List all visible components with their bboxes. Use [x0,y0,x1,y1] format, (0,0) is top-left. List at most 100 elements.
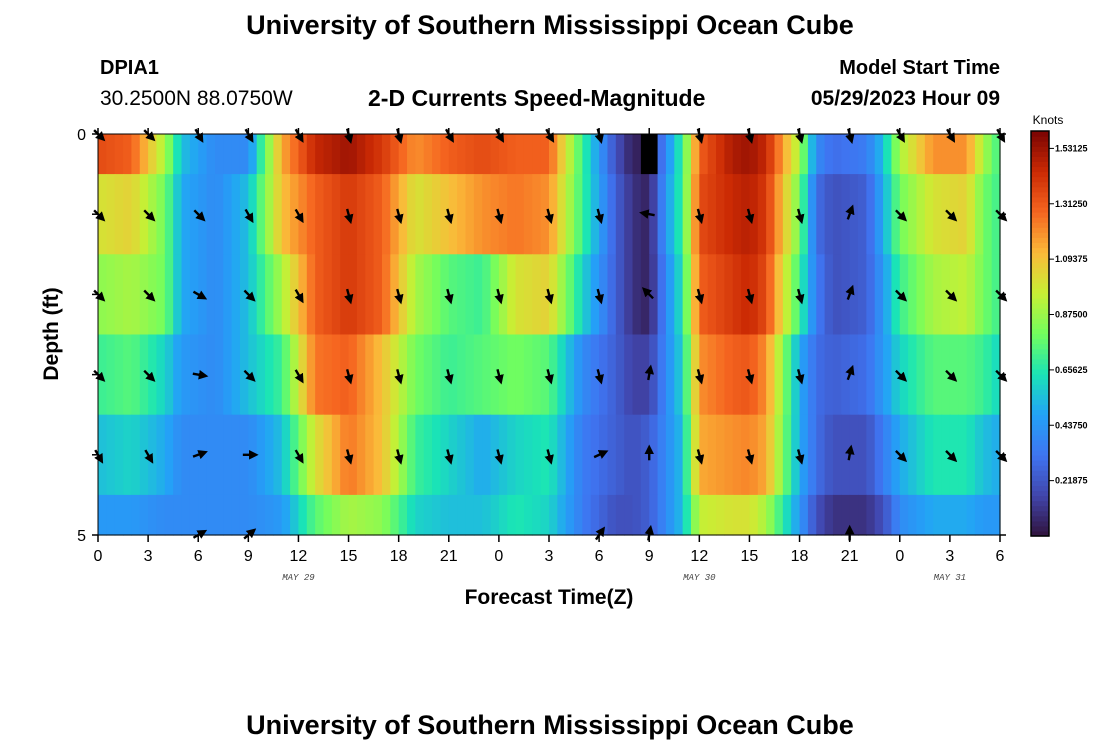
heatmap-cell [699,414,709,496]
heatmap-cell [891,414,901,496]
colorbar-segment [1031,131,1049,137]
heatmap-cell [958,414,968,496]
heatmap-cell [699,334,709,416]
heatmap-cell [716,334,725,416]
colorbar-frame [1030,130,1050,537]
heatmap-cell [256,334,266,416]
heatmap-cell [265,494,274,536]
heatmap-cell [123,174,133,255]
colorbar-segment [1031,333,1049,340]
heatmap-cell [565,174,575,255]
heatmap-cell [557,254,567,336]
heatmap-cell [381,174,391,255]
heatmap-cell [574,174,584,255]
heatmap-cell [114,494,124,536]
heatmap-cell [423,414,433,496]
heatmap-cell [841,494,851,536]
heatmap-cell [323,414,333,496]
heatmap-cell [615,134,625,175]
heatmap-cell [373,414,383,496]
heatmap-cell [883,414,893,496]
heatmap-cell [356,494,366,536]
heatmap-cell [974,174,984,255]
heatmap-cell [883,494,893,536]
heatmap-cell [231,134,241,175]
heatmap-cell [974,254,984,336]
heatmap-cell [749,334,759,416]
heatmap-cell [239,174,249,255]
heatmap-cell [933,134,943,175]
heatmap-cell [448,174,458,255]
heatmap-cell [331,414,341,496]
heatmap-cell [732,134,742,175]
x-tick-label: 3 [545,548,554,565]
colorbar-segment [1031,495,1049,502]
current-vector-arrow [444,368,454,385]
heatmap-cell [214,254,224,336]
heatmap-cell [665,254,675,336]
heatmap-cell [223,414,233,496]
current-vector-arrow [694,288,705,305]
heatmap-cell [123,254,133,336]
heatmap-cell [799,414,809,496]
heatmap-cell [916,174,926,255]
heatmap-cell [356,254,366,336]
heatmap-cell [306,414,316,496]
heatmap-cell [348,254,358,336]
heatmap-cell [933,174,943,255]
current-vector-arrow [544,208,554,225]
current-vector-arrow [344,208,354,225]
heatmap-cell [632,254,642,336]
heatmap-cell [273,254,283,336]
heatmap-cell [223,494,233,536]
heatmap-cell [365,414,375,496]
heatmap-cell [407,134,416,175]
heatmap-cell [131,494,141,536]
current-vector-arrow [544,449,554,465]
current-vector-arrow [344,368,354,385]
heatmap-cell [991,334,1001,416]
colorbar-segment [1031,328,1049,335]
heatmap-cell [532,174,542,255]
colorbar-segment [1031,217,1049,223]
current-vector-arrow [294,208,304,224]
heatmap-cell [958,174,968,255]
heatmap-cell [866,334,876,416]
heatmap-cell [173,414,183,496]
heatmap-cell [398,494,408,536]
heatmap-cell [724,134,734,175]
heatmap-cell [106,334,116,416]
heatmap-cell [523,254,533,336]
heatmap-cell [983,174,993,255]
heatmap-cell [498,254,508,336]
current-vector-arrow [895,450,908,463]
heatmap-cell [549,414,558,496]
heatmap-cell [114,414,124,496]
heatmap-cell [832,494,842,536]
heatmap-cell [239,134,249,175]
heatmap-cell [457,254,467,336]
heatmap-cell [164,334,174,416]
heatmap-cell [549,494,558,536]
heatmap-cell [290,134,300,175]
heatmap-cell [139,254,149,336]
heatmap-cell [223,174,233,255]
heatmap-cell [741,494,751,536]
heatmap-cell [774,334,784,416]
heatmap-cell [707,134,717,175]
axes: 0 3 6 9 12 15 18 21 0 3 6 9 12 15 18 21 0 3 6 MAY 29 MAY 30 M… [77,127,1006,583]
colorbar-segment [1031,181,1049,188]
heatmap-cell [807,134,817,175]
heatmap-cell [398,174,408,255]
colorbar-segment [1031,399,1049,405]
heatmap-cell [523,174,533,255]
heatmap-cell [156,174,166,255]
colorbar-segment [1031,287,1049,294]
heatmap-cell [565,414,575,496]
heatmap-cell [173,134,183,175]
colorbar-segment [1031,293,1049,299]
heatmap-cell [473,414,483,496]
heatmap-cell [924,334,934,416]
heatmap-cell [482,254,492,336]
heatmap-cell [248,134,258,175]
